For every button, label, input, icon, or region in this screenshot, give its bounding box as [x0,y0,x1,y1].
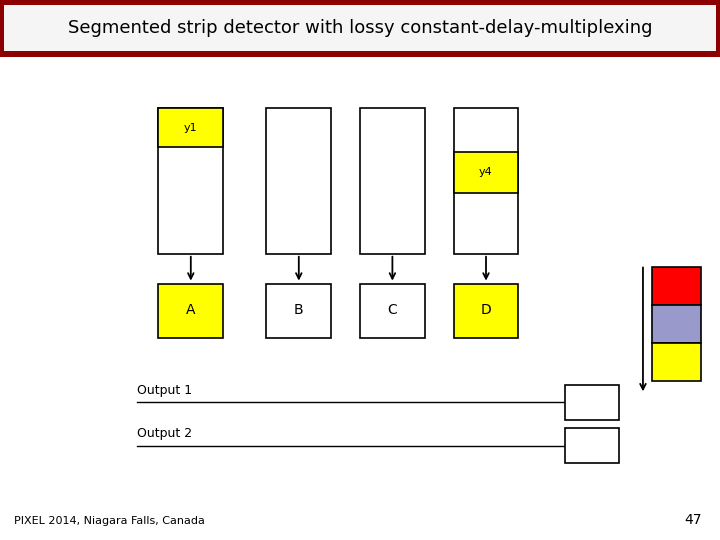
Bar [158,284,223,338]
Bar [0,0,720,57]
Text: Output 1: Output 1 [137,384,192,397]
Text: PIXEL 2014, Niagara Falls, Canada: PIXEL 2014, Niagara Falls, Canada [14,516,205,526]
Bar [565,428,619,463]
Bar [454,108,518,254]
Text: 47: 47 [685,512,702,526]
Bar [266,284,331,338]
Text: y4: y4 [479,167,493,177]
Text: B: B [294,303,304,318]
Bar [565,384,619,420]
Bar [158,108,223,147]
Text: D: D [481,303,491,318]
Bar [652,305,701,343]
Text: Output 2: Output 2 [137,427,192,440]
Text: y1: y1 [184,123,197,133]
Bar [360,108,425,254]
Text: C: C [387,303,397,318]
Text: Segmented strip detector with lossy constant-delay-multiplexing: Segmented strip detector with lossy cons… [68,19,652,37]
Bar [454,152,518,193]
Bar [454,284,518,338]
Bar [266,108,331,254]
Bar [4,5,716,51]
Bar [158,108,223,254]
Bar [652,267,701,305]
Bar [360,284,425,338]
Text: A: A [186,303,196,318]
Bar [652,343,701,381]
